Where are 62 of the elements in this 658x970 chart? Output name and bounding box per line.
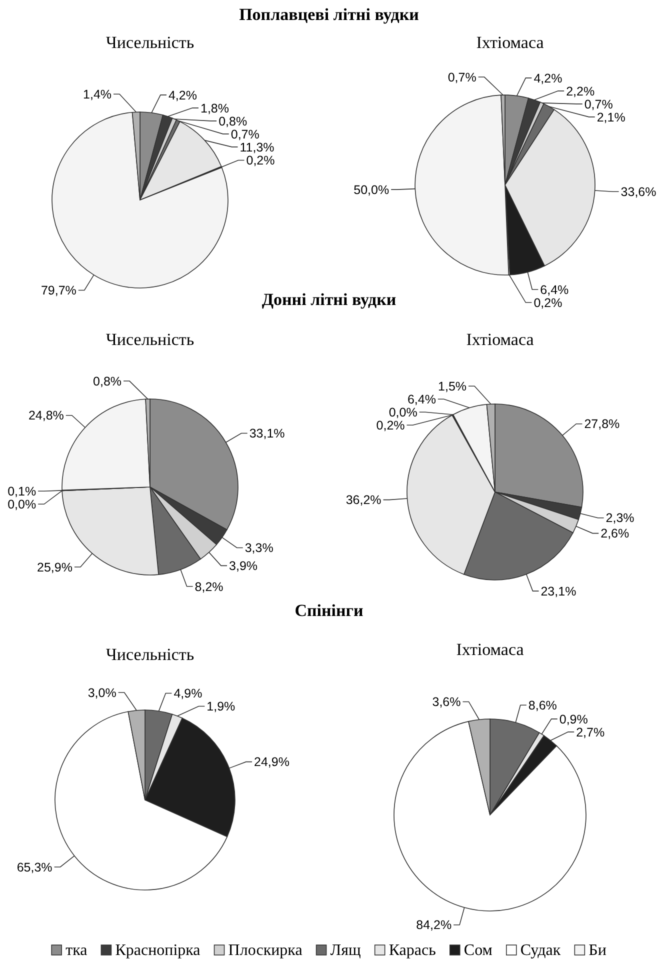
data-label: 36,2% xyxy=(346,493,382,508)
data-label: 6,4% xyxy=(540,282,569,297)
data-label: 24,8% xyxy=(28,408,64,423)
legend-label: Сом xyxy=(464,942,492,959)
text: Донні літні вудки xyxy=(262,290,396,309)
data-label: 0,7% xyxy=(230,127,260,142)
data-label: 6,4% xyxy=(407,392,436,406)
data-label: 8,6% xyxy=(528,698,557,713)
data-label: 11,3% xyxy=(240,140,274,154)
data-label: 0,9% xyxy=(559,712,588,726)
legend-label: Плоскирка xyxy=(228,942,302,959)
data-label: 24,9% xyxy=(254,755,290,770)
chart-title: Іхтіомаса xyxy=(476,33,544,52)
data-label: 2,7% xyxy=(576,725,605,740)
data-label: 33,1% xyxy=(249,426,285,441)
data-label: 65,3% xyxy=(16,860,52,874)
data-label: 50,0% xyxy=(354,182,390,197)
data-label: 0,1% xyxy=(8,484,36,499)
chart-title: Чисельність xyxy=(106,33,194,52)
chart-title: Чисельність xyxy=(106,645,194,664)
data-label: 1,8% xyxy=(200,101,230,116)
data-label: 3,6% xyxy=(432,695,461,710)
data-label: 0,2% xyxy=(534,296,562,310)
legend-label: Краснопірка xyxy=(115,942,200,959)
data-label: 3,3% xyxy=(244,541,274,556)
data-label: 2,2% xyxy=(566,84,595,98)
data-label: 25,9% xyxy=(37,560,72,574)
legend-label: Карась xyxy=(388,942,436,959)
legend-label: тка xyxy=(66,942,88,959)
text: Спінінги xyxy=(294,601,364,620)
data-label: 3,9% xyxy=(229,559,258,574)
data-label: 2,6% xyxy=(600,526,630,541)
legend-label: Би xyxy=(588,942,607,959)
legend-label: Лящ xyxy=(330,942,361,959)
text: 0,0% xyxy=(8,498,36,512)
data-label: 4,9% xyxy=(174,686,202,701)
data-label: 27,8% xyxy=(584,417,620,432)
data-label: 0,8% xyxy=(93,374,122,388)
data-label: 2,3% xyxy=(606,511,634,526)
text: 0,0% xyxy=(388,405,418,420)
data-label: 2,1% xyxy=(596,110,626,124)
data-label: 0,7% xyxy=(584,97,613,112)
chart-title: Чисельність xyxy=(106,330,194,349)
data-label: 84,2% xyxy=(416,918,452,932)
data-label: 0,8% xyxy=(218,114,248,128)
data-label: 79,7% xyxy=(40,284,76,298)
data-label: 1,5% xyxy=(438,379,467,394)
data-label: 3,0% xyxy=(88,686,116,700)
data-label: 4,2% xyxy=(534,71,562,86)
data-label: 1,4% xyxy=(83,87,112,102)
chart-title: Іхтіомаса xyxy=(466,330,534,349)
data-label: 8,2% xyxy=(194,580,224,594)
data-label: 0,7% xyxy=(448,70,476,84)
data-label: 0,2% xyxy=(246,154,275,168)
text: Поплавцеві літні вудки xyxy=(239,5,420,24)
data-label: 1,9% xyxy=(206,700,236,714)
data-label: 23,1% xyxy=(540,584,576,598)
data-label: 33,6% xyxy=(620,184,656,199)
data-label: 0,2% xyxy=(376,418,405,432)
data-label: 4,2% xyxy=(168,88,197,102)
chart-title: Іхтіомаса xyxy=(456,640,524,659)
legend-label: Судак xyxy=(520,942,561,959)
